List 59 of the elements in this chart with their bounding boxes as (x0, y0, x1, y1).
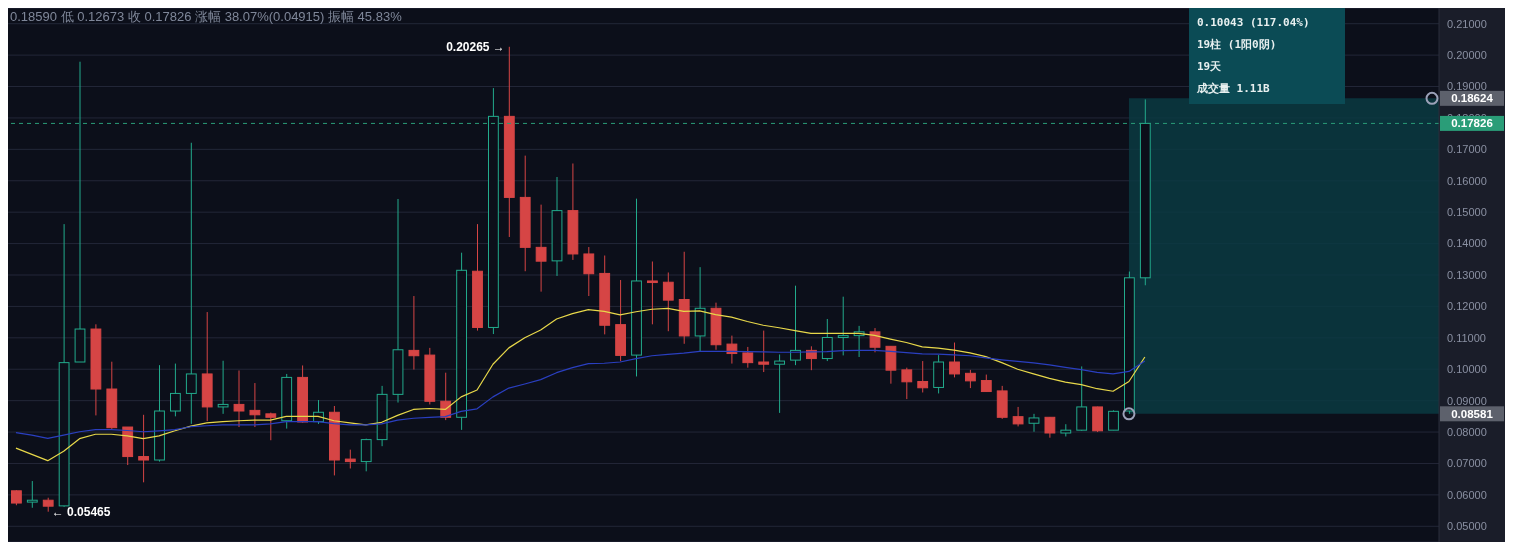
y-tick-label: 0.12000 (1447, 300, 1487, 313)
y-tick-label: 0.21000 (1447, 17, 1487, 30)
candlestick (138, 414, 150, 483)
candlestick (360, 438, 372, 472)
candlestick (965, 369, 976, 389)
candlestick (647, 260, 658, 325)
candlestick (869, 327, 881, 353)
candlestick (1028, 413, 1040, 433)
candlestick (1012, 406, 1024, 427)
candlestick (742, 346, 754, 369)
candlestick (758, 330, 770, 373)
candlestick (901, 367, 913, 400)
y-tick-label: 0.05000 (1447, 520, 1487, 533)
candlestick (170, 363, 181, 417)
annotation: 19柱 (1阳0阴) (1196, 37, 1278, 53)
y-tick-label: 0.13000 (1447, 268, 1487, 281)
candlestick (265, 412, 277, 441)
candlestick (774, 353, 786, 414)
y-tick-label: 0.15000 (1447, 206, 1487, 219)
candlestick (535, 204, 547, 293)
y-tick-label: 0.10000 (1447, 363, 1487, 376)
candlestick (837, 296, 849, 356)
annotation: 19天 (1196, 59, 1223, 75)
y-tick-label: 0.07000 (1447, 457, 1487, 470)
y-tick-label: 0.19000 (1447, 80, 1487, 93)
candlestick (662, 271, 674, 332)
candlestick (233, 369, 245, 428)
annotation: 0.20265 → (446, 39, 505, 54)
annotation: 0.10043 (117.04%) (1196, 15, 1311, 31)
annotation: ← 0.05465 (51, 504, 111, 519)
candlestick (917, 360, 929, 393)
chart-subtitle: 0.18590 低 0.12673 收 0.17826 涨幅 38.07%(0.04915) 振幅 45.83% (10, 8, 402, 26)
y-tick-label: 0.09000 (1447, 394, 1487, 407)
candlestick (26, 480, 38, 509)
candlestick (408, 295, 420, 371)
candlestick (217, 360, 229, 415)
text: 0.18624 (1451, 92, 1494, 105)
y-tick-label: 0.14000 (1447, 237, 1487, 250)
y-tick-label: 0.11000 (1447, 331, 1486, 344)
candlestick (583, 246, 595, 297)
candlestick (249, 382, 261, 428)
y-tick-label: 0.08000 (1447, 425, 1487, 438)
y-tick-label: 0.16000 (1447, 174, 1487, 187)
candlestick (185, 142, 197, 425)
candlestick (344, 449, 356, 469)
candlestick (726, 335, 738, 365)
candlestick (949, 342, 960, 378)
y-tick-label: 0.17000 (1447, 143, 1487, 156)
candlestick (1108, 409, 1119, 431)
candlestick (821, 318, 833, 362)
y-tick-label: 0.06000 (1447, 488, 1487, 501)
ref-line-label: 0.17826 (1451, 117, 1493, 130)
annotation: 成交量 1.11B (1196, 81, 1271, 97)
candlestick (1092, 406, 1104, 433)
line-series (15, 307, 1146, 462)
candlestick (1076, 365, 1088, 432)
text: 0.08581 (1451, 407, 1494, 420)
y-tick-label: 0.20000 (1447, 49, 1487, 62)
candlestick (790, 285, 801, 366)
